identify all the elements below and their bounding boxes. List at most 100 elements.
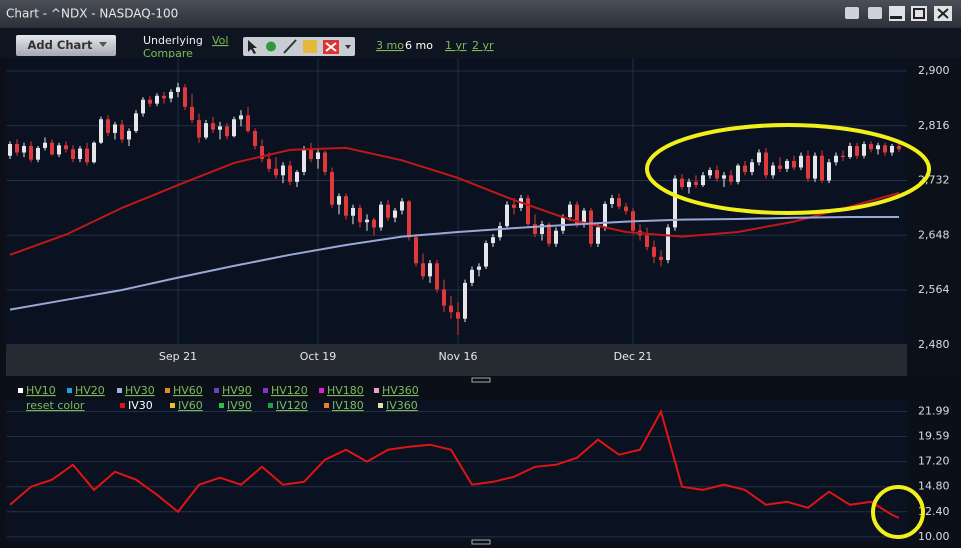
candle-body — [204, 123, 208, 138]
candle-body — [575, 204, 579, 225]
splitter[interactable] — [471, 377, 491, 383]
candle-body — [78, 148, 82, 160]
legend-toggle[interactable]: IV120 — [276, 399, 308, 412]
range-link[interactable]: 1 yr — [445, 39, 467, 52]
candle-body — [477, 266, 481, 270]
legend-entry[interactable]: IV30 — [128, 399, 153, 412]
candle-body — [43, 142, 47, 148]
splitter[interactable] — [471, 539, 491, 545]
legend-toggle[interactable]: IV360 — [386, 399, 418, 412]
iv-plot-area — [6, 400, 907, 542]
legend-swatch — [378, 403, 383, 408]
legend-swatch — [214, 388, 219, 393]
legend-toggle[interactable]: IV60 — [178, 399, 203, 412]
legend-toggle[interactable]: HV360 — [382, 384, 419, 397]
legend-toggle[interactable]: HV180 — [327, 384, 364, 397]
add-chart-button[interactable] — [16, 35, 116, 56]
candle-body — [29, 145, 33, 160]
x-tick-label: Nov 16 — [439, 350, 478, 363]
candle-body — [848, 145, 852, 158]
candle-body — [169, 91, 173, 99]
candle-body — [246, 115, 250, 131]
candle-body — [484, 243, 488, 267]
candle-body — [841, 155, 845, 158]
range-link[interactable]: 2 yr — [472, 39, 494, 52]
candle-body — [85, 148, 89, 163]
candle-body — [197, 119, 201, 138]
candle-body — [855, 145, 859, 156]
candle-body — [778, 165, 782, 169]
y-tick-label: 2,900 — [918, 64, 950, 77]
legend-toggle[interactable]: HV90 — [222, 384, 252, 397]
y-tick-label: 2,816 — [918, 119, 950, 132]
candle-body — [463, 282, 467, 319]
candle-body — [498, 226, 502, 238]
candle-body — [120, 124, 124, 140]
y-tick-label: 17.20 — [918, 455, 950, 468]
candle-body — [813, 155, 817, 179]
candle-body — [743, 165, 747, 173]
candle-body — [680, 178, 684, 188]
candle-body — [603, 203, 607, 228]
y-tick-label: 2,480 — [918, 338, 950, 351]
candle-body — [211, 123, 215, 130]
legend-swatch — [263, 388, 268, 393]
window-controls[interactable] — [845, 6, 952, 21]
candle-body — [708, 170, 712, 176]
candle-body — [288, 165, 292, 182]
candle-body — [344, 196, 348, 216]
range-link[interactable]: 3 mo — [376, 39, 404, 52]
legend-toggle[interactable]: HV60 — [173, 384, 203, 397]
legend-swatch — [120, 403, 125, 408]
legend-toggle[interactable]: HV120 — [271, 384, 308, 397]
y-tick-label: 12.40 — [918, 505, 950, 518]
drawing-tools[interactable] — [243, 37, 355, 56]
candle-body — [22, 145, 26, 153]
legend-toggle[interactable]: HV10 — [26, 384, 56, 397]
candle-body — [750, 162, 754, 173]
compare-link[interactable]: Compare — [143, 47, 193, 60]
title-bar — [0, 0, 961, 28]
candle-body — [890, 145, 894, 153]
candle-body — [253, 130, 257, 146]
legend-toggle[interactable]: HV20 — [75, 384, 105, 397]
legend-swatch — [67, 388, 72, 393]
dropdown-arrow[interactable] — [99, 42, 107, 47]
candle-body — [526, 198, 530, 225]
legend-toggle[interactable]: IV90 — [227, 399, 252, 412]
candle-body — [792, 160, 796, 168]
legend-swatch — [374, 388, 379, 393]
iv-chart: 10.00 12.40 14.80 17.20 19.59 21.99 — [6, 405, 950, 543]
range-selected[interactable]: 6 mo — [405, 39, 433, 52]
candle-body — [141, 99, 145, 114]
candle-body — [722, 175, 726, 179]
add-chart-label[interactable]: Add Chart — [28, 38, 93, 52]
toolbar — [0, 28, 961, 58]
candle-body — [547, 224, 551, 244]
underlying-label: Underlying — [143, 34, 203, 47]
candle-body — [309, 149, 313, 160]
candle-body — [806, 155, 810, 179]
candle-body — [834, 155, 838, 163]
candle-body — [218, 126, 222, 130]
candle-body — [239, 115, 243, 120]
vol-link[interactable]: Vol — [212, 34, 228, 47]
candle-body — [8, 144, 12, 156]
y-tick-label: 14.80 — [918, 480, 950, 493]
y-tick-label: 19.59 — [918, 430, 950, 443]
legend-swatch — [165, 388, 170, 393]
candle-body — [316, 152, 320, 160]
candle-body — [729, 175, 733, 182]
legend-swatch — [268, 403, 273, 408]
candle-body — [379, 204, 383, 228]
y-tick-label: 10.00 — [918, 530, 950, 543]
reset-color-link[interactable]: reset color — [26, 399, 85, 412]
legend-toggle[interactable]: HV30 — [125, 384, 155, 397]
candle-body — [715, 170, 719, 179]
legend-toggle[interactable]: IV180 — [332, 399, 364, 412]
price-chart: Sep 21 Oct 19 Nov 16 Dec 21 2,480 2,564 2,648 2… — [6, 58, 950, 363]
candle-body — [610, 198, 614, 204]
x-tick-label: Dec 21 — [614, 350, 653, 363]
candle-body — [876, 145, 880, 150]
